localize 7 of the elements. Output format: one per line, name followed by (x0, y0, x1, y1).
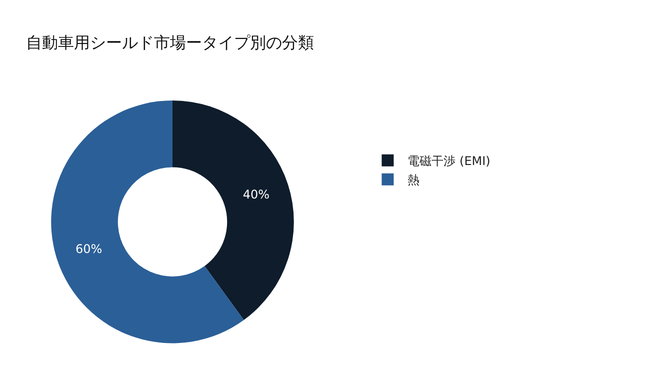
legend-label: 熱 (408, 173, 420, 187)
chart-title: 自動車用シールド市場ータイプ別の分類 (26, 33, 314, 52)
data-label: 40% (242, 188, 270, 202)
legend-label: 電磁干渉 (EMI) (408, 154, 490, 168)
donut-slice (172, 100, 294, 320)
donut-slice (51, 100, 244, 344)
data-label: 60% (75, 242, 102, 256)
